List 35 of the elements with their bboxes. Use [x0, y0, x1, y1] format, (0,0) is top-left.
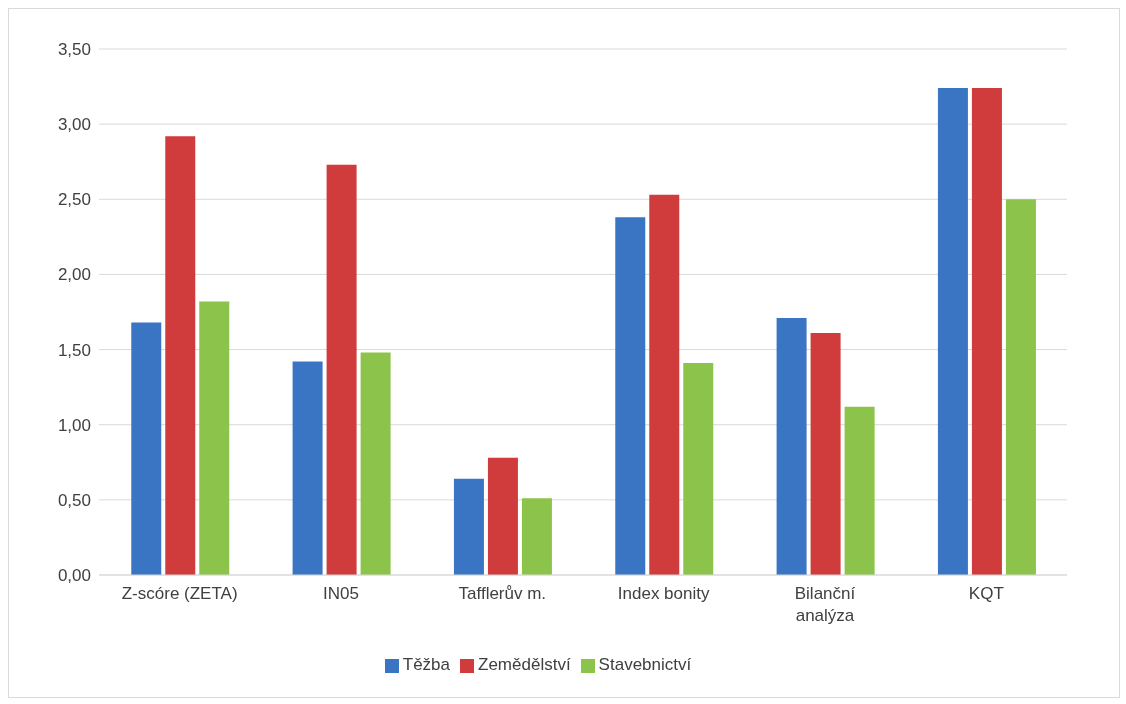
bar — [453, 478, 484, 575]
bar — [360, 352, 391, 575]
y-tick-label: 1,50 — [57, 340, 91, 360]
bar — [683, 363, 714, 575]
y-tick-label: 3,50 — [57, 40, 91, 60]
y-tick-label: 1,00 — [57, 415, 91, 435]
bar — [776, 318, 807, 575]
bar — [937, 88, 968, 575]
bar — [292, 361, 323, 575]
bar — [615, 217, 646, 575]
y-tick-label: 3,00 — [57, 115, 91, 135]
bar — [844, 406, 875, 575]
y-tick-label: 2,50 — [57, 190, 91, 210]
bar — [521, 498, 552, 575]
x-tick-label: Index bonity — [617, 584, 710, 603]
bar — [199, 301, 230, 575]
y-tick-label: 0,50 — [57, 490, 91, 510]
x-tick-label: Tafflerův m. — [458, 584, 547, 603]
legend-label: Stavebnictví — [598, 655, 692, 674]
y-tick-label: 0,00 — [57, 566, 91, 586]
legend-label: Zemědělství — [478, 655, 571, 674]
bar — [165, 136, 196, 575]
bar — [649, 194, 680, 575]
y-tick-label: 2,00 — [57, 265, 91, 285]
bar — [810, 333, 841, 575]
x-tick-label: IN05 — [323, 584, 359, 603]
x-tick-label: Bilanční analýza — [794, 584, 856, 625]
x-tick-label: Z-scóre (ZETA) — [121, 584, 238, 603]
bar — [971, 88, 1002, 575]
bar — [131, 322, 162, 575]
x-tick-label: KQT — [968, 584, 1004, 603]
legend-label: Těžba — [402, 655, 451, 674]
bar — [326, 164, 357, 575]
bar — [487, 457, 518, 575]
bar — [1005, 199, 1036, 575]
